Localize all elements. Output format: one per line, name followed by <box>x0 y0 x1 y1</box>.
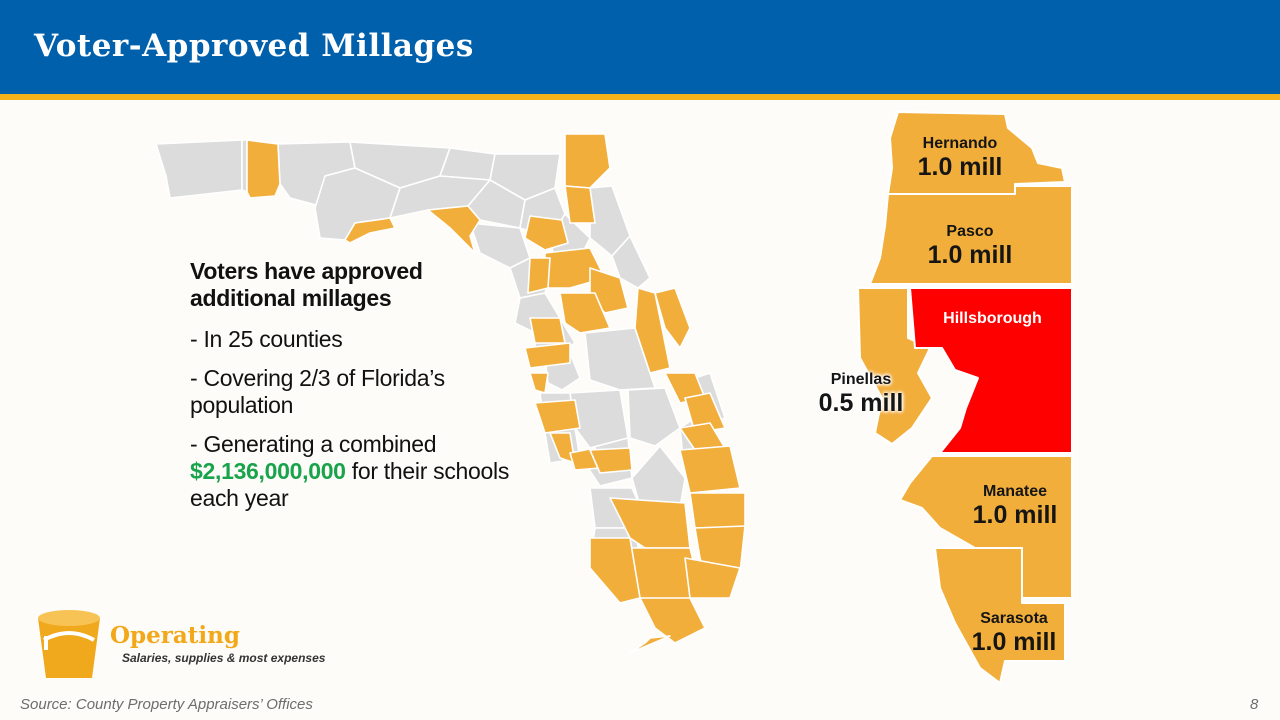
county-shape <box>639 597 706 644</box>
funding-suffix: for their schools each year <box>190 458 510 511</box>
county-shape <box>869 185 1073 285</box>
source-note: Source: County Property Appraisers’ Offi… <box>20 696 313 713</box>
county-shape <box>689 492 746 529</box>
county-shape <box>564 133 611 189</box>
page-number: 8 <box>1250 696 1259 713</box>
funding-amount: $2,136,000,000 <box>190 458 346 484</box>
summary-bullet-funding: - Generating a combined $2,136,000,000 f… <box>190 431 520 512</box>
county-shape <box>524 342 571 369</box>
summary-bullet: - Covering 2/3 of Florida’s population <box>190 365 445 418</box>
county-shape <box>654 287 691 349</box>
county-shape <box>684 392 726 434</box>
county-shape <box>887 111 1066 195</box>
county-name: Pinellas <box>830 371 892 388</box>
tampa-bay-county-map <box>857 111 1073 684</box>
logo-title: Operating <box>110 622 240 649</box>
county-label-hernando: Hernando 1.0 mill <box>900 136 1020 180</box>
county-shape <box>631 445 686 509</box>
county-shape <box>427 205 481 254</box>
county-label-sarasota: Sarasota 1.0 mill <box>954 611 1074 655</box>
county-shape <box>534 399 581 434</box>
county-shape <box>684 557 741 599</box>
county-shape <box>934 547 1066 684</box>
header-rule <box>0 94 1280 100</box>
county-label-pinellas: Pinellas 0.5 mill <box>806 372 916 416</box>
county-shape <box>857 287 933 445</box>
county-shape <box>909 287 1073 454</box>
county-millage: 1.0 mill <box>971 628 1057 656</box>
county-name: Manatee <box>982 483 1048 500</box>
logo-subtitle: Salaries, supplies & most expenses <box>122 651 326 665</box>
bucket-icon <box>38 610 100 678</box>
county-shape <box>527 257 551 294</box>
county-name: Sarasota <box>980 610 1048 627</box>
county-shape <box>524 215 569 251</box>
county-shape <box>439 147 496 181</box>
county-shape <box>246 139 281 199</box>
slide-header: Voter-Approved Millages <box>0 0 1280 94</box>
county-shape <box>559 292 611 334</box>
florida-county-map <box>155 133 746 654</box>
county-shape <box>589 537 641 604</box>
county-shape <box>629 635 671 654</box>
county-millage: 1.0 mill <box>917 153 1003 181</box>
county-shape <box>611 235 651 289</box>
county-millage: 1.0 mill <box>927 241 1013 269</box>
summary-lead: Voters have approved additional millages <box>190 258 423 311</box>
county-millage: 0.5 mill <box>818 389 904 417</box>
county-shape <box>155 139 243 199</box>
summary-bullet: - In 25 counties <box>190 326 343 352</box>
county-shape <box>589 447 633 474</box>
county-shape <box>679 445 741 494</box>
summary-text: Voters have approved additional millages… <box>190 258 520 524</box>
county-label-manatee: Manatee 1.0 mill <box>955 484 1075 528</box>
county-name: Pasco <box>946 223 994 240</box>
county-shape <box>467 179 526 229</box>
slide-title: Voter-Approved Millages <box>34 28 474 64</box>
county-shape <box>634 287 671 374</box>
county-shape <box>627 387 681 447</box>
county-millage: 1.0 mill <box>972 501 1058 529</box>
county-shape <box>529 317 566 344</box>
funding-prefix: - Generating a combined <box>190 431 437 457</box>
county-shape <box>529 372 549 394</box>
county-label-pasco: Pasco 1.0 mill <box>910 224 1030 268</box>
county-name: Hernando <box>922 135 998 152</box>
county-label-hillsborough: Hillsborough <box>920 311 1065 327</box>
county-name: Hillsborough <box>943 310 1042 327</box>
county-shape <box>344 217 396 244</box>
county-shape <box>564 185 596 224</box>
